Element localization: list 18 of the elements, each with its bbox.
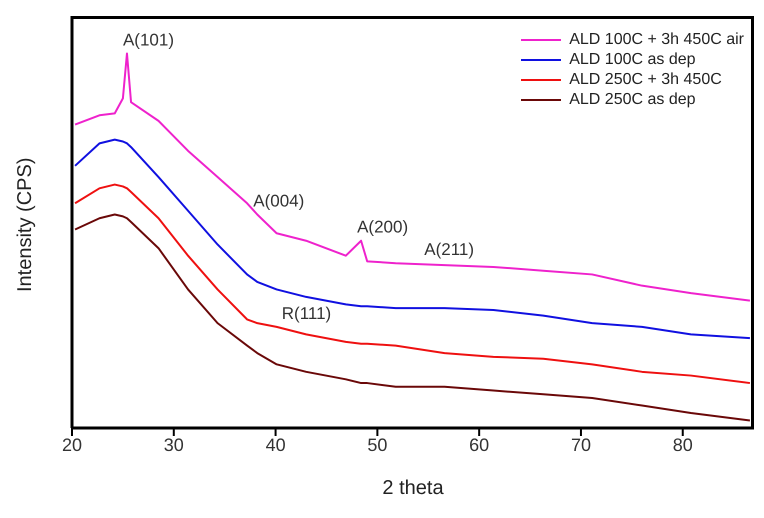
x-tick-label: 40 [266, 434, 286, 455]
x-tick-label: 20 [62, 434, 82, 455]
annotation: A(101) [122, 30, 174, 50]
x-tick-label: 60 [469, 434, 490, 455]
x-tick-label: 50 [367, 434, 388, 455]
legend-label: ALD 250C as dep [569, 90, 696, 110]
legend-label: ALD 100C + 3h 450C air [569, 30, 744, 50]
x-axis-title: 2 theta [382, 477, 444, 499]
x-tick-label: 80 [672, 434, 693, 455]
legend-label: ALD 100C as dep [569, 50, 696, 70]
y-axis-title: Intensity (CPS) [14, 158, 36, 292]
annotation: A(200) [357, 218, 408, 237]
annotation: A(211) [424, 240, 474, 260]
x-tick-label: 70 [570, 434, 591, 455]
annotation: A(004) [253, 192, 304, 211]
annotation: R(111) [282, 304, 332, 323]
legend-label: ALD 250C + 3h 450C [569, 70, 722, 90]
x-tick-label: 30 [164, 434, 184, 455]
